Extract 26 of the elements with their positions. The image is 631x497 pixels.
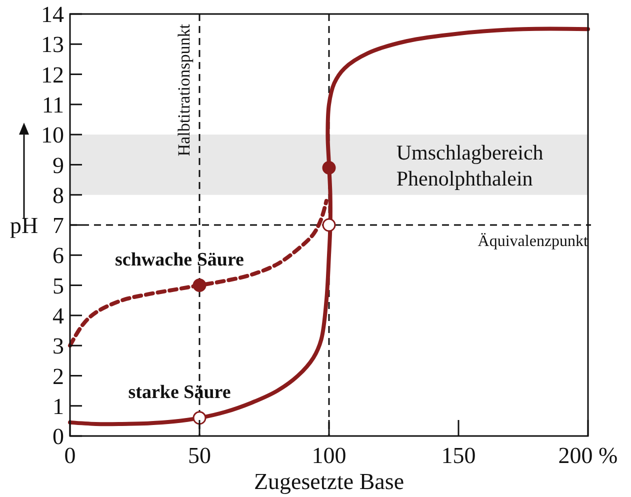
x-tick-label: 100 <box>312 443 346 468</box>
x-tick-label: 200 % <box>558 443 618 468</box>
ref-line-label: Halbtitrationspunkt <box>174 24 194 156</box>
y-tick-label: 7 <box>52 213 64 238</box>
x-axis-title: Zugesetzte Base <box>254 469 404 494</box>
y-tick-label: 10 <box>41 122 64 148</box>
ref-line-label: Äquivalenzpunkt <box>478 233 589 250</box>
y-tick-label: 6 <box>52 243 64 268</box>
series-label: starke Säure <box>128 382 231 403</box>
y-tick-label: 1 <box>52 394 64 419</box>
y-tick-label: 12 <box>41 62 64 88</box>
y-tick-label: 2 <box>52 364 64 389</box>
y-tick-label: 11 <box>42 92 64 118</box>
y-tick-label: 9 <box>52 152 64 178</box>
x-tick-label: 150 <box>441 443 476 468</box>
band-label: Umschlagbereich Phenolphthalein <box>396 140 544 191</box>
y-axis-title: pH <box>10 213 38 238</box>
x-tick-label: 50 <box>188 443 211 468</box>
y-tick-label: 8 <box>52 182 64 208</box>
y-tick-label: 13 <box>41 32 64 58</box>
y-tick-label: 4 <box>52 303 64 328</box>
y-tick-label: 14 <box>41 2 64 28</box>
series-label: schwache Säure <box>115 249 244 270</box>
y-tick-label: 5 <box>52 273 64 298</box>
y-tick-label: 0 <box>52 424 64 450</box>
y-tick-label: 3 <box>52 334 64 359</box>
